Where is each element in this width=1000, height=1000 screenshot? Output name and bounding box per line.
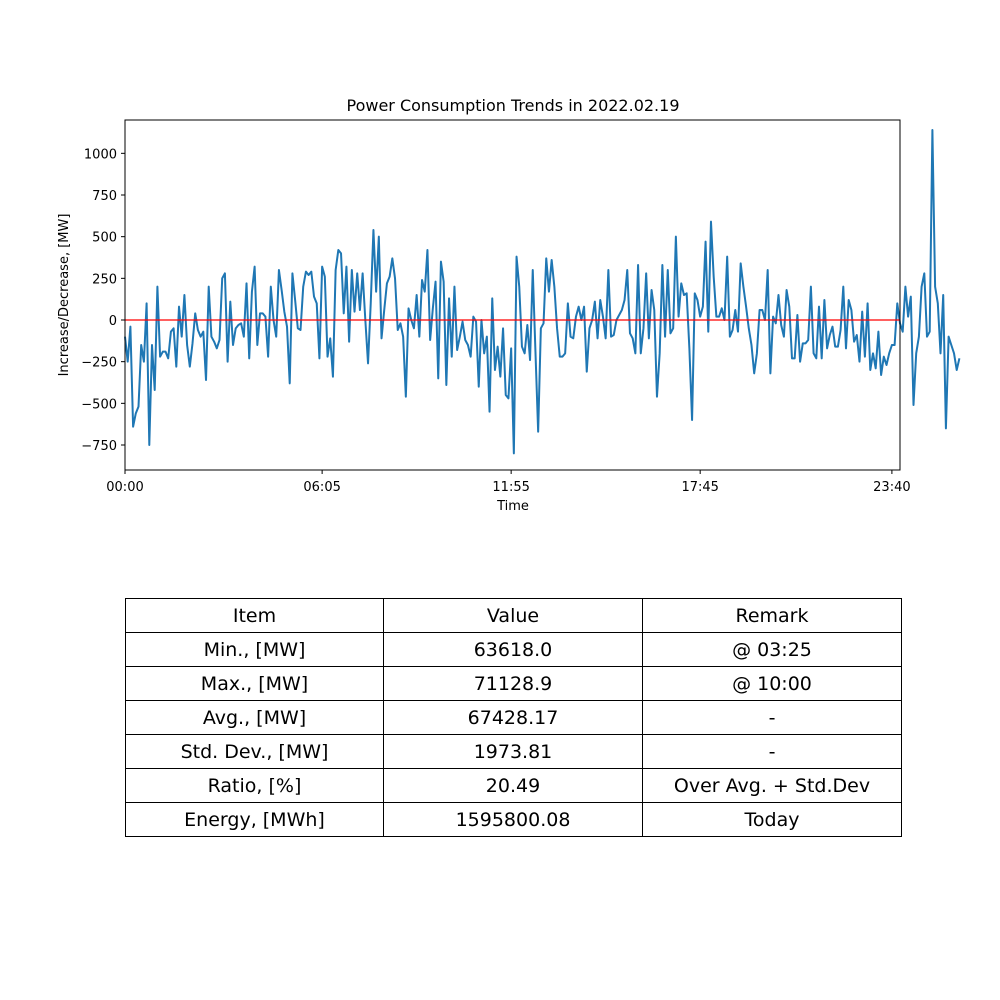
y-tick-label: −500 bbox=[81, 397, 117, 412]
y-tick-label: 0 bbox=[109, 314, 117, 329]
y-tick-label: −750 bbox=[81, 439, 117, 454]
y-tick-label: −250 bbox=[81, 356, 117, 371]
x-tick-label: 17:45 bbox=[681, 480, 718, 495]
table-row: Avg., [MW] 67428.17- bbox=[125, 700, 902, 735]
x-tick-label: 11:55 bbox=[492, 480, 529, 495]
series-line-0 bbox=[124, 129, 961, 455]
table-row: Ratio, [%] 20.49 Over Avg. + Std.Dev bbox=[125, 768, 902, 803]
plot-frame bbox=[124, 119, 901, 471]
stats-table: Item Value Remark Min., [MW] 63618.0 @ 03:25 M… bbox=[125, 598, 902, 837]
table-cell: Over Avg. + Std.Dev bbox=[642, 768, 902, 803]
table-cell: Std. Dev., [MW] bbox=[125, 734, 384, 769]
y-axis-label: Increase/Decrease, [MW] bbox=[57, 214, 72, 377]
table-cell: 63618.0 bbox=[383, 632, 643, 667]
table-cell: 71128.9 bbox=[383, 666, 643, 701]
power-trend-chart: Power Consumption Trends in 2022.02.19 0… bbox=[57, 96, 961, 514]
y-tick-label: 500 bbox=[92, 231, 117, 246]
table-header-cell: Remark bbox=[642, 598, 902, 633]
table-cell: - bbox=[642, 734, 902, 769]
table-cell: Energy, [MWh] bbox=[125, 802, 384, 837]
table-cell: Ratio, [%] bbox=[125, 768, 384, 803]
table-row: Min., [MW] 63618.0 @ 03:25 bbox=[125, 632, 902, 667]
table-header-cell: Value bbox=[383, 598, 643, 633]
table-cell: 67428.17 bbox=[383, 700, 643, 735]
table-row: Std. Dev., [MW] 1973.81- bbox=[125, 734, 902, 769]
table-cell: @ 03:25 bbox=[642, 632, 902, 667]
plot-layer bbox=[124, 129, 961, 455]
table-cell: Min., [MW] bbox=[125, 632, 384, 667]
table-cell: @ 10:00 bbox=[642, 666, 902, 701]
table-cell: 20.49 bbox=[383, 768, 643, 803]
table-cell: - bbox=[642, 700, 902, 735]
table-cell: Max., [MW] bbox=[125, 666, 384, 701]
x-tick-label: 06:05 bbox=[303, 480, 340, 495]
table-header-row: Item Value Remark bbox=[125, 598, 902, 633]
x-tick-label: 23:40 bbox=[873, 480, 910, 495]
chart-title: Power Consumption Trends in 2022.02.19 bbox=[346, 96, 679, 115]
table-row: Max., [MW] 71128.9 @ 10:00 bbox=[125, 666, 902, 701]
table-cell: Today bbox=[642, 802, 902, 837]
table-cell: 1595800.08 bbox=[383, 802, 643, 837]
y-tick-label: 1000 bbox=[84, 147, 117, 162]
table-cell: Avg., [MW] bbox=[125, 700, 384, 735]
y-axis: −750 −500 −250 0 250 500 750 1000 bbox=[81, 147, 125, 454]
table-header-cell: Item bbox=[125, 598, 384, 633]
x-axis: 00:00 06:05 11:55 17:45 23:40 bbox=[106, 470, 911, 495]
x-axis-label: Time bbox=[496, 499, 529, 514]
table-row: Energy, [MWh] 1595800.08 Today bbox=[125, 802, 902, 837]
table-cell: 1973.81 bbox=[383, 734, 643, 769]
y-tick-label: 250 bbox=[92, 272, 117, 287]
y-tick-label: 750 bbox=[92, 189, 117, 204]
x-tick-label: 00:00 bbox=[106, 480, 143, 495]
